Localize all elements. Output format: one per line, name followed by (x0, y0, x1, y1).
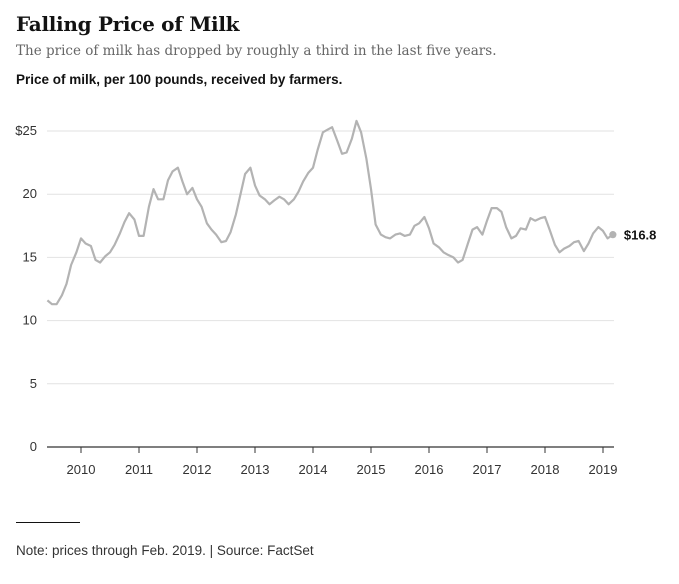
chart-title: Falling Price of Milk (16, 12, 240, 36)
x-tick-label: 2015 (357, 462, 386, 477)
x-tick-label: 2013 (241, 462, 270, 477)
x-tick-label: 2014 (299, 462, 328, 477)
y-tick-label: 5 (30, 376, 37, 391)
end-value-label: $16.8 (624, 228, 657, 243)
y-tick-label: 15 (23, 249, 37, 264)
x-tick-label: 2018 (531, 462, 560, 477)
x-tick-label: 2012 (183, 462, 212, 477)
price-series (46, 119, 617, 306)
grid-lines (47, 130, 614, 385)
y-tick-label: $25 (15, 123, 37, 138)
x-tick-label: 2016 (415, 462, 444, 477)
y-tick-label: 20 (23, 186, 37, 201)
x-tick-label: 2010 (67, 462, 96, 477)
y-axis-ticks: $25 20 15 10 5 0 (15, 123, 37, 454)
chart-label: Price of milk, per 100 pounds, received … (16, 72, 343, 87)
price-line (46, 119, 614, 306)
x-tick-label: 2019 (589, 462, 618, 477)
end-point-marker (609, 231, 617, 239)
y-tick-label: 0 (30, 439, 37, 454)
x-tick-label: 2011 (125, 462, 153, 477)
x-tick-label: 2017 (473, 462, 502, 477)
source-note: Note: prices through Feb. 2019. | Source… (16, 543, 314, 558)
y-tick-label: 10 (23, 313, 37, 328)
chart-subtitle: The price of milk has dropped by roughly… (16, 43, 497, 59)
footer-divider (16, 522, 80, 523)
x-axis-ticks: 2010 2011 2012 2013 2014 2015 2016 2017 2018 2019 (67, 447, 618, 477)
